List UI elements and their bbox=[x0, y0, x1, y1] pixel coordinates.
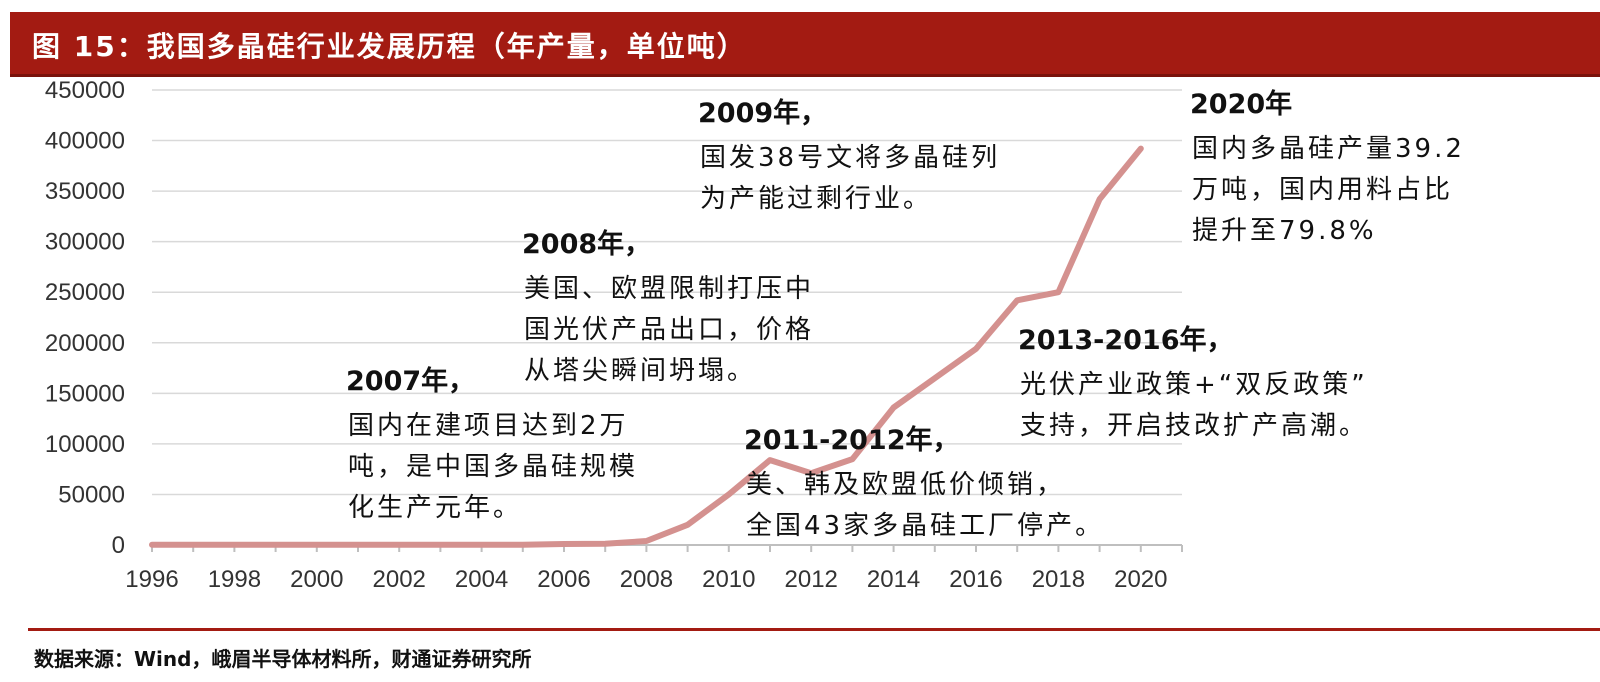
annotation-line: 美国、欧盟限制打压中 bbox=[524, 274, 814, 304]
figure-title: 图 15：我国多晶硅行业发展历程（年产量，单位吨） bbox=[32, 30, 747, 63]
y-tick-label: 400000 bbox=[45, 128, 125, 155]
annotation-title: 2020年 bbox=[1190, 88, 1292, 120]
x-tick-label: 2018 bbox=[1032, 566, 1085, 593]
annotation-line: 提升至79.8% bbox=[1192, 216, 1377, 246]
figure-title-bar: 图 15：我国多晶硅行业发展历程（年产量，单位吨） bbox=[10, 12, 1600, 77]
annotation-line: 吨，是中国多晶硅规模 bbox=[348, 452, 638, 482]
annotation-line: 化生产元年。 bbox=[348, 493, 522, 523]
annotation-line: 国内多晶硅产量39.2 bbox=[1192, 134, 1465, 164]
x-tick-label: 2016 bbox=[949, 566, 1002, 593]
y-tick-label: 200000 bbox=[45, 330, 125, 357]
x-axis-ticks: 1996 1998 2000 2002 2004 2006 2008 2010 2012 2014… bbox=[125, 566, 1167, 593]
x-tick-label: 2004 bbox=[455, 566, 508, 593]
y-tick-label: 150000 bbox=[45, 380, 125, 407]
source-note: 数据来源：Wind，峨眉半导体材料所，财通证券研究所 bbox=[34, 647, 532, 671]
annotation-line: 从塔尖瞬间坍塌。 bbox=[524, 356, 756, 386]
x-tick-label: 2006 bbox=[537, 566, 590, 593]
annotation-line: 万吨，国内用料占比 bbox=[1192, 175, 1453, 205]
x-tick-label: 1996 bbox=[125, 566, 178, 593]
data-points bbox=[151, 148, 1141, 545]
annotation-line: 光伏产业政策+“双反政策” bbox=[1020, 370, 1368, 400]
x-tick-label: 1998 bbox=[208, 566, 261, 593]
annotation-5: 2013-2016年， 光伏产业政策+“双反政策” 支持，开启技改扩产高潮。 bbox=[1018, 324, 1368, 441]
x-tick-label: 2020 bbox=[1114, 566, 1167, 593]
y-tick-label: 100000 bbox=[45, 431, 125, 458]
annotation-line: 为产能过剩行业。 bbox=[700, 184, 932, 214]
annotation-title: 2009年， bbox=[698, 97, 827, 129]
x-tick-label: 2000 bbox=[290, 566, 343, 593]
y-tick-label: 300000 bbox=[45, 229, 125, 256]
annotation-line: 美、韩及欧盟低价倾销， bbox=[746, 470, 1065, 500]
annotation-title: 2008年， bbox=[522, 228, 651, 260]
annotation-line: 国光伏产品出口，价格 bbox=[524, 315, 814, 345]
annotation-line: 国发38号文将多晶硅列 bbox=[700, 143, 1000, 173]
x-tick-label: 2012 bbox=[785, 566, 838, 593]
annotation-title: 2011-2012年， bbox=[744, 424, 960, 456]
annotation-line: 国内在建项目达到2万 bbox=[348, 411, 629, 441]
annotation-title: 2007年， bbox=[346, 365, 475, 397]
y-tick-label: 50000 bbox=[58, 481, 125, 508]
x-tick-label: 2008 bbox=[620, 566, 673, 593]
annotation-4: 2011-2012年， 美、韩及欧盟低价倾销， 全国43家多晶硅工厂停产。 bbox=[744, 424, 1104, 541]
x-tick-label: 2010 bbox=[702, 566, 755, 593]
x-tick-label: 2014 bbox=[867, 566, 920, 593]
annotation-title: 2013-2016年， bbox=[1018, 324, 1234, 356]
y-tick-label: 0 bbox=[112, 532, 125, 559]
y-tick-label: 250000 bbox=[45, 279, 125, 306]
y-tick-label: 450000 bbox=[45, 77, 125, 104]
gridlines bbox=[152, 89, 1182, 496]
y-tick-label: 350000 bbox=[45, 178, 125, 205]
y-axis-ticks: 0 50000 100000 150000 200000 250000 300000 3500… bbox=[45, 77, 125, 559]
annotation-line: 全国43家多晶硅工厂停产。 bbox=[746, 511, 1104, 541]
annotation-line: 支持，开启技改扩产高潮。 bbox=[1020, 411, 1368, 441]
bottom-rule bbox=[28, 628, 1600, 631]
x-tick-label: 2002 bbox=[373, 566, 426, 593]
